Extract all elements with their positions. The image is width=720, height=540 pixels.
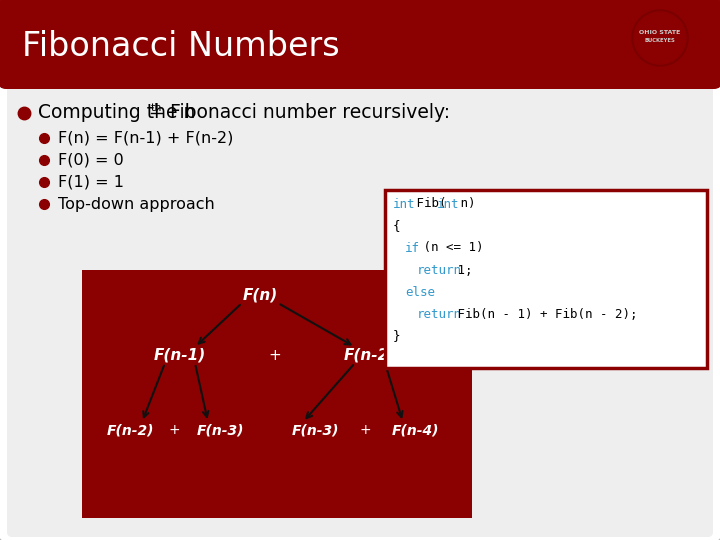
Circle shape (634, 12, 686, 64)
Text: int: int (393, 198, 415, 211)
Text: F(n): F(n) (243, 287, 278, 302)
Text: n): n) (453, 198, 475, 211)
Text: }: } (393, 329, 400, 342)
Text: OHIO STATE: OHIO STATE (639, 30, 680, 36)
FancyBboxPatch shape (0, 0, 720, 89)
Bar (6, 50, 714, 84)
Text: Fib(: Fib( (410, 198, 447, 211)
FancyBboxPatch shape (7, 77, 713, 537)
Text: BUCKEYES: BUCKEYES (644, 37, 675, 43)
Text: if: if (405, 241, 420, 254)
Text: F(n-2): F(n-2) (344, 348, 396, 362)
Text: F(n-2): F(n-2) (107, 423, 154, 437)
Text: +: + (359, 423, 371, 437)
Text: F(n-3): F(n-3) (292, 423, 338, 437)
Text: F(0) = 0: F(0) = 0 (58, 152, 124, 167)
Text: F(n-3): F(n-3) (197, 423, 244, 437)
Text: Fibonacci Numbers: Fibonacci Numbers (22, 30, 340, 63)
Circle shape (632, 10, 688, 66)
Text: int: int (436, 198, 459, 211)
FancyBboxPatch shape (385, 190, 707, 368)
Text: F(n) = F(n-1) + F(n-2): F(n) = F(n-1) + F(n-2) (58, 131, 233, 145)
Text: (n <= 1): (n <= 1) (416, 241, 483, 254)
Bar (82, 270, 472, 518)
Text: 1;: 1; (450, 264, 472, 276)
Text: return: return (417, 307, 462, 321)
Text: Fib(n - 1) + Fib(n - 2);: Fib(n - 1) + Fib(n - 2); (450, 307, 637, 321)
Text: F(n-1): F(n-1) (154, 348, 206, 362)
Text: else: else (405, 286, 435, 299)
Text: {: { (393, 219, 400, 233)
Text: F(1) = 1: F(1) = 1 (58, 174, 124, 190)
Text: Fibonacci number recursively:: Fibonacci number recursively: (163, 104, 449, 123)
Text: F(n-4): F(n-4) (391, 423, 438, 437)
Text: +: + (269, 348, 282, 362)
Text: th: th (150, 103, 162, 113)
Text: Top-down approach: Top-down approach (58, 197, 215, 212)
Text: return: return (417, 264, 462, 276)
Text: Computing the n: Computing the n (38, 104, 195, 123)
Text: +: + (168, 423, 180, 437)
